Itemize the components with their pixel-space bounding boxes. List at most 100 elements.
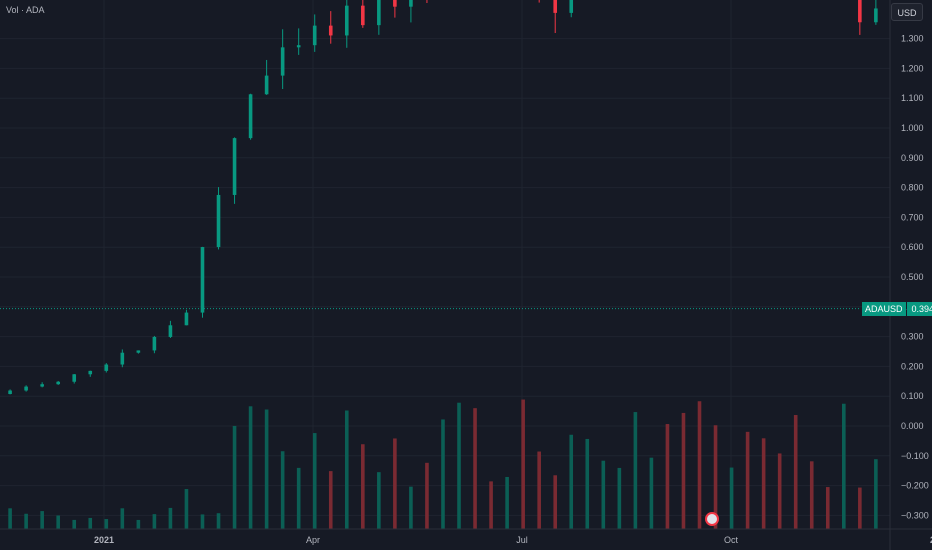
y-tick-label: 1.100: [901, 93, 924, 103]
candle-body: [553, 0, 558, 13]
candle-body: [136, 350, 141, 353]
x-tick-label: 2022: [930, 535, 932, 545]
candle-body: [72, 374, 77, 382]
volume-bar: [120, 508, 125, 529]
x-tick-label: Apr: [306, 535, 320, 545]
candle-body: [24, 386, 28, 391]
candle-body: [120, 352, 125, 365]
y-tick-label: 0.100: [901, 391, 924, 401]
candle-body: [152, 336, 157, 351]
candle-body: [393, 0, 397, 7]
volume-bar: [40, 511, 44, 529]
candle-body: [569, 0, 574, 13]
volume-bar: [216, 513, 221, 529]
event-flag-icon: [705, 512, 719, 526]
candle-body: [104, 364, 109, 371]
volume-bar: [521, 399, 525, 529]
candle-body: [8, 390, 12, 395]
last-price-tag: ADAUSD 0.394: [862, 302, 932, 316]
last-price-value: 0.394: [906, 302, 932, 316]
volume-bar: [777, 453, 782, 529]
volume-bar: [665, 424, 670, 529]
y-tick-label: 0.500: [901, 272, 924, 282]
y-tick-label: 1.200: [901, 63, 924, 73]
volume-bar: [72, 519, 77, 529]
volume-bar: [874, 459, 878, 529]
candle-body: [200, 247, 205, 313]
volume-bar: [441, 419, 445, 529]
candle-body: [312, 25, 317, 46]
volume-bar: [649, 457, 654, 529]
volume-bar: [569, 434, 574, 529]
volume-bar: [104, 519, 109, 529]
volume-bar: [377, 472, 381, 529]
volume-bar: [56, 515, 60, 529]
volume-bar: [88, 517, 93, 529]
candle-body: [361, 5, 365, 26]
volume-bar: [842, 403, 846, 529]
currency-button[interactable]: USD: [891, 3, 923, 21]
volume-bar: [8, 508, 12, 529]
x-tick-label: 2021: [94, 535, 114, 545]
volume-bar: [393, 438, 397, 529]
volume-bar: [537, 451, 541, 529]
volume-bar: [232, 425, 237, 529]
last-price-symbol: ADAUSD: [862, 302, 906, 316]
y-tick-label: 0.000: [901, 421, 924, 431]
volume-bar: [793, 415, 798, 529]
volume-bar: [809, 461, 814, 529]
volume-bar: [168, 507, 173, 529]
volume-bar: [553, 475, 558, 529]
candle-body: [88, 370, 93, 375]
volume-indicator-label: Vol · ADA: [6, 5, 45, 15]
volume-bar: [681, 412, 686, 529]
volume-bar: [633, 412, 638, 529]
volume-bar: [24, 513, 28, 529]
y-tick-label: 1.300: [901, 34, 924, 44]
volume-bar: [425, 462, 429, 529]
candle-body: [264, 75, 269, 95]
y-tick-label: 0.900: [901, 153, 924, 163]
volume-bar: [505, 476, 509, 529]
volume-bar: [729, 467, 734, 529]
volume-bar: [296, 467, 301, 529]
candle-body: [328, 25, 333, 36]
candle-body: [248, 94, 253, 139]
volume-bar: [264, 409, 269, 529]
candle-body: [280, 47, 285, 76]
volume-bar: [473, 408, 477, 529]
volume-bar: [825, 487, 830, 529]
y-tick-label: 1.000: [901, 123, 924, 133]
candle-body: [56, 381, 60, 385]
volume-bar: [200, 514, 205, 529]
y-tick-label: 0.200: [901, 361, 924, 371]
y-tick-label: 0.600: [901, 242, 924, 252]
candle-body: [296, 45, 301, 48]
volume-bar: [328, 471, 333, 529]
x-tick-label: Jul: [516, 535, 528, 545]
candle-body: [232, 138, 237, 195]
volume-bar: [697, 401, 702, 529]
volume-bar: [361, 444, 365, 529]
volume-bar: [713, 425, 718, 529]
volume-bar: [745, 431, 750, 529]
volume-bar: [761, 438, 766, 529]
volume-bar: [344, 410, 349, 529]
y-tick-label: −0.300: [901, 510, 929, 520]
volume-bar: [312, 433, 317, 529]
y-tick-label: −0.100: [901, 451, 929, 461]
candle-body: [409, 0, 413, 7]
volume-bar: [617, 467, 622, 529]
candle-body: [344, 5, 349, 36]
volume-bar: [457, 402, 461, 529]
volume-bar: [585, 438, 590, 529]
volume-bar: [858, 487, 862, 529]
y-tick-label: 0.300: [901, 332, 924, 342]
volume-bar: [152, 514, 157, 529]
y-tick-label: −0.200: [901, 481, 929, 491]
candle-body: [858, 0, 862, 23]
volume-bar: [409, 486, 413, 529]
candle-body: [216, 194, 221, 248]
y-tick-label: 0.800: [901, 183, 924, 193]
